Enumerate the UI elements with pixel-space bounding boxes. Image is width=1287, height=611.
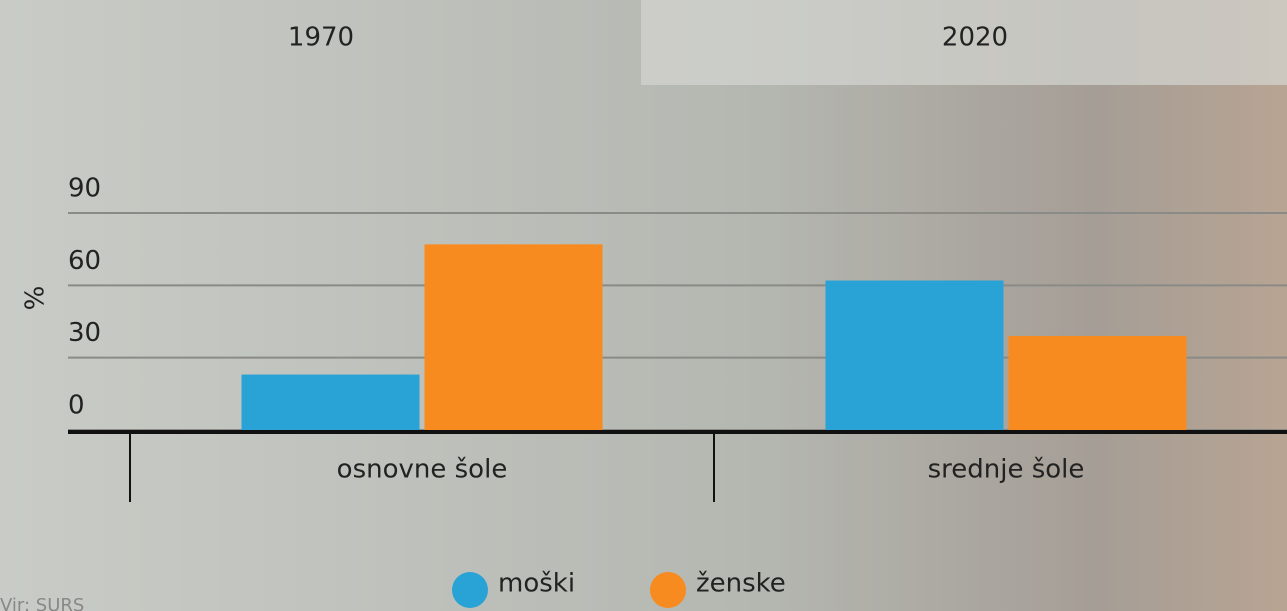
y-axis-label: % — [21, 286, 51, 311]
legend-swatch — [650, 572, 686, 608]
bar — [1009, 336, 1187, 430]
legend-swatch — [452, 572, 488, 608]
source: Vir: SURS — [0, 595, 84, 611]
background — [0, 0, 1287, 611]
bar — [242, 375, 420, 430]
x-tick-label: srednje šole — [928, 455, 1085, 485]
legend-label: moški — [498, 569, 575, 599]
page: 1970 2020 % Vir: SURS 0 30 60 90 osnovne šol… — [0, 0, 1287, 611]
y-tick-label: 30 — [68, 318, 101, 348]
y-tick-label: 0 — [68, 391, 85, 421]
chart: 1970 2020 % Vir: SURS 0 30 60 90 osnovne šol… — [0, 0, 1287, 611]
y-tick-label: 90 — [68, 174, 101, 204]
legend-label: ženske — [696, 569, 786, 599]
bar — [826, 281, 1004, 430]
y-tick-label: 60 — [68, 246, 101, 276]
tab-label[interactable]: 2020 — [942, 23, 1008, 53]
x-tick-label: osnovne šole — [337, 455, 508, 485]
tab-label[interactable]: 1970 — [288, 23, 354, 53]
bar — [425, 244, 603, 430]
